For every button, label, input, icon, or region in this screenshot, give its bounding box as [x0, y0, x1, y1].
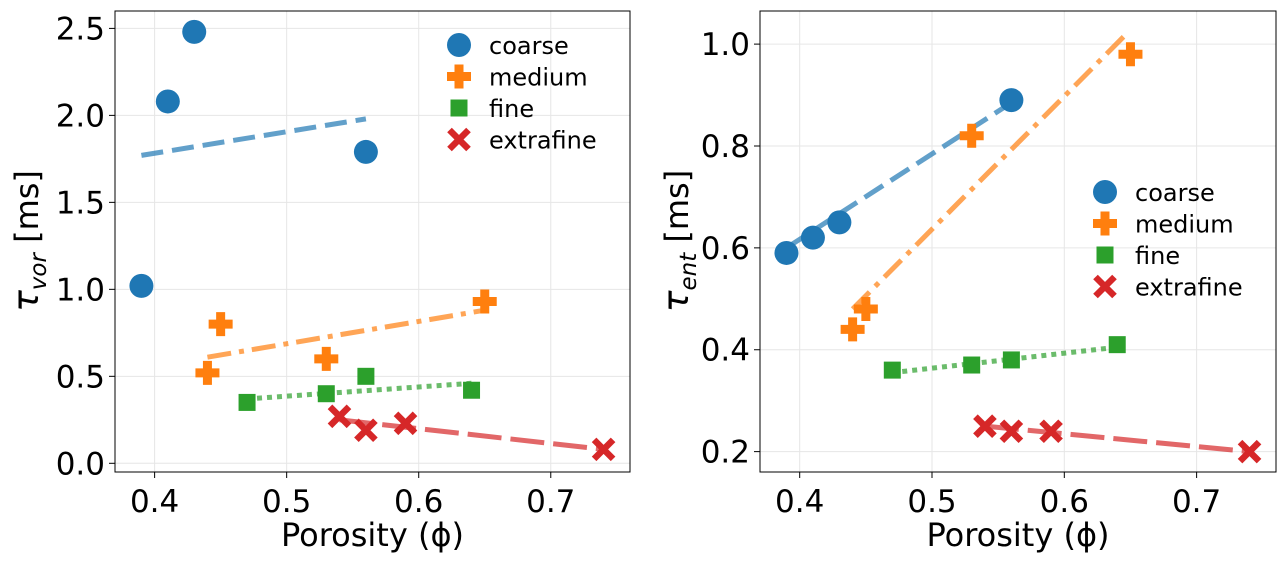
y-tick-label: 2.5 — [56, 11, 105, 47]
fine-fit-line — [246, 380, 472, 402]
extrafine-point — [354, 418, 378, 443]
extrafine-series — [327, 404, 616, 462]
coarse-point — [774, 240, 799, 265]
legend-label-medium: medium — [489, 64, 588, 92]
medium-series — [195, 289, 497, 385]
y-axis-label-subscript: vor — [26, 252, 52, 291]
extrafine-point — [973, 414, 997, 438]
y-tick-label: 1.0 — [56, 272, 105, 308]
extrafine-point — [591, 437, 616, 462]
medium-point — [314, 346, 339, 371]
medium-point — [208, 312, 233, 337]
y-axis-label: τvor [ms] — [6, 170, 52, 312]
legend-label-extrafine: extrafine — [489, 127, 597, 155]
coarse-point — [999, 88, 1024, 113]
medium-point — [840, 317, 865, 342]
x-tick-label: 0.6 — [394, 484, 443, 520]
extrafine-fit-line — [984, 423, 1250, 455]
axes-frame — [114, 10, 631, 473]
x-tick-label: 0.5 — [907, 484, 956, 520]
y-axis-label-unit: [ms] — [8, 170, 46, 253]
y-axis-label: τent [ms] — [656, 170, 702, 312]
medium-point — [959, 123, 984, 148]
coarse-point — [827, 210, 852, 235]
coarse-fit-line — [141, 116, 367, 158]
fine-point — [357, 367, 375, 385]
medium-point — [853, 296, 878, 321]
axes-frame — [759, 10, 1277, 473]
x-tick-label: 0.4 — [775, 484, 824, 520]
legend-marker-extrafine — [1093, 274, 1117, 299]
legend-marker-coarse — [1093, 180, 1117, 204]
legend-marker-extrafine — [447, 127, 471, 152]
x-axis-label: Porosity (ϕ) — [281, 516, 464, 554]
y-tick-label: 1.5 — [56, 185, 105, 221]
medium-series — [840, 42, 1143, 342]
y-tick-label: 0.4 — [701, 333, 750, 369]
y-tick-label: 1.0 — [701, 27, 750, 63]
extrafine-series — [973, 414, 1262, 464]
extrafine-point — [1039, 419, 1063, 444]
x-tick-label: 0.7 — [1172, 484, 1221, 520]
chart-panel-2: 0.4 0.5 0.6 0.7 0.2 0.4 0.6 0.8 1.0 Porosity (ϕ) τ… — [656, 10, 1277, 554]
fine-point — [463, 381, 481, 399]
medium-point — [195, 360, 220, 385]
legend-label-coarse: coarse — [489, 32, 569, 60]
legend-label-fine: fine — [1135, 242, 1180, 270]
legend-marker-fine — [450, 99, 468, 117]
fine-point — [883, 361, 901, 379]
y-tick-label: 0.5 — [56, 359, 105, 395]
coarse-point — [182, 19, 207, 44]
medium-point — [472, 289, 497, 314]
fine-point — [317, 385, 335, 403]
y-tick-label: 2.0 — [56, 98, 105, 134]
coarse-fit-line — [785, 100, 1013, 250]
medium-fit-line — [207, 307, 486, 360]
y-tick-label: 0.8 — [701, 129, 750, 165]
x-tick-label: 0.4 — [130, 484, 179, 520]
fine-point — [1002, 351, 1020, 369]
medium-point — [1118, 42, 1143, 67]
y-axis-label-subscript: ent — [676, 252, 702, 291]
legend-marker-coarse — [447, 33, 471, 57]
extrafine-point — [327, 404, 352, 429]
legend-label-fine: fine — [489, 95, 534, 123]
extrafine-point — [1237, 439, 1262, 464]
coarse-point — [353, 139, 378, 164]
y-axis-label-unit: [ms] — [658, 170, 696, 253]
legend-marker-medium — [447, 64, 471, 89]
legend-label-extrafine: extrafine — [1135, 274, 1243, 302]
medium-fit-line — [850, 34, 1126, 311]
coarse-point — [129, 273, 154, 298]
fine-point — [238, 393, 256, 411]
legend-label-coarse: coarse — [1135, 179, 1215, 207]
y-tick-label: 0.0 — [56, 446, 105, 482]
y-axis-label-symbol: τ — [656, 290, 697, 312]
fine-series — [238, 367, 481, 411]
fine-point — [1108, 336, 1126, 354]
coarse-series — [129, 19, 378, 298]
extrafine-point — [393, 411, 418, 436]
y-tick-label: 0.2 — [701, 435, 750, 471]
fine-series — [883, 336, 1126, 379]
chart-panel-1: 0.4 0.5 0.6 0.7 0.0 0.5 1.0 1.5 2.0 2.5 Porosity (… — [6, 10, 631, 554]
legend: coarse medium fine extrafine — [447, 32, 597, 155]
fine-point — [963, 356, 981, 374]
coarse-series — [774, 88, 1024, 265]
legend-marker-medium — [1093, 211, 1117, 236]
legend-marker-fine — [1096, 246, 1114, 264]
legend: coarse medium fine extrafine — [1093, 179, 1243, 302]
legend-label-medium: medium — [1135, 211, 1234, 239]
x-tick-label: 0.6 — [1040, 484, 1089, 520]
y-axis-label-symbol: τ — [6, 290, 47, 312]
coarse-point — [155, 89, 180, 114]
x-tick-label: 0.7 — [526, 484, 575, 520]
coarse-point — [800, 225, 825, 250]
y-tick-label: 0.6 — [701, 231, 750, 267]
extrafine-point — [999, 419, 1024, 444]
x-tick-label: 0.5 — [262, 484, 311, 520]
extrafine-fit-line — [339, 417, 604, 452]
x-axis-label: Porosity (ϕ) — [926, 516, 1109, 554]
